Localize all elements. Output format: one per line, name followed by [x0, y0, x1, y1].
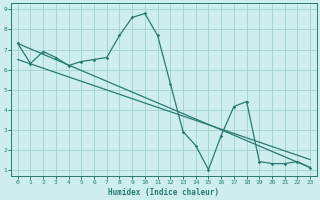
X-axis label: Humidex (Indice chaleur): Humidex (Indice chaleur) [108, 188, 220, 197]
